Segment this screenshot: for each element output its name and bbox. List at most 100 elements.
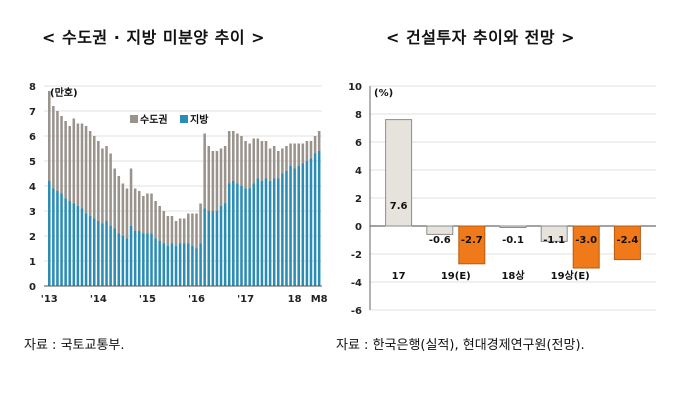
bar-metro xyxy=(182,218,186,244)
bar-metro xyxy=(293,143,296,169)
bar-local xyxy=(121,236,125,286)
bar-local xyxy=(260,181,264,286)
bar-metro xyxy=(264,141,268,179)
left-y-tick: 6 xyxy=(29,132,36,143)
bar-metro xyxy=(117,176,121,234)
bar-local xyxy=(142,233,145,286)
bar-local xyxy=(60,193,63,286)
bar-value-label: -2.4 xyxy=(616,235,638,246)
bar-metro xyxy=(125,188,129,239)
bar-local xyxy=(178,243,182,286)
investment-bar xyxy=(458,225,486,265)
right-y-tick: 8 xyxy=(355,110,362,121)
left-x-tick: '15 xyxy=(139,294,156,305)
bar-value-label: -0.6 xyxy=(429,235,451,246)
left-y-tick: 7 xyxy=(29,107,36,118)
bar-metro xyxy=(289,143,292,166)
bar-metro xyxy=(52,106,55,189)
bar-local xyxy=(317,151,321,286)
bar-local xyxy=(285,171,288,286)
bar-local xyxy=(215,211,219,286)
bar-local xyxy=(268,181,272,286)
bar-local xyxy=(281,173,284,286)
right-source: 자료 : 한국은행(실적), 현대경제연구원(전망). xyxy=(336,338,585,353)
bar-metro xyxy=(80,123,84,209)
bar-local xyxy=(109,226,112,286)
bar-metro xyxy=(211,151,215,211)
bar-metro xyxy=(113,168,116,229)
bar-local xyxy=(252,183,256,286)
bar-local xyxy=(293,168,296,286)
bar-metro xyxy=(305,141,309,161)
bar-local xyxy=(105,221,108,286)
bar-local xyxy=(64,198,67,286)
bar-metro xyxy=(105,146,108,221)
bar-local xyxy=(264,178,268,286)
bar-metro xyxy=(219,148,223,206)
bar-local xyxy=(72,203,76,286)
bar-metro xyxy=(178,218,182,244)
bar-metro xyxy=(174,221,178,246)
legend-metro-label: 수도권 xyxy=(140,114,168,126)
bar-local xyxy=(240,186,243,286)
bar-metro xyxy=(223,146,227,204)
left-x-tick: M8 xyxy=(311,294,328,305)
bar-metro xyxy=(260,141,264,181)
left-y-tick: 0 xyxy=(29,282,36,293)
right-y-tick: 4 xyxy=(355,166,362,177)
right-category-label: 17 xyxy=(392,271,406,282)
bar-local xyxy=(76,206,80,286)
bar-metro xyxy=(232,131,235,181)
bar-local xyxy=(305,161,309,286)
right-y-tick: -2 xyxy=(351,250,362,261)
bar-metro xyxy=(101,148,104,224)
bar-metro xyxy=(137,191,141,231)
bar-metro xyxy=(317,131,321,151)
bar-local xyxy=(146,233,149,286)
legend-local-label: 지방 xyxy=(190,113,209,126)
bar-metro xyxy=(162,211,166,244)
bar-value-label: -3.0 xyxy=(575,235,597,246)
bar-local xyxy=(117,233,121,286)
bar-metro xyxy=(272,146,276,179)
bar-local xyxy=(162,243,166,286)
right-y-tick: 10 xyxy=(348,82,362,93)
left-y-tick: 8 xyxy=(29,82,36,93)
bar-local xyxy=(256,178,260,286)
right-category-label: 19상(E) xyxy=(551,269,590,282)
bar-metro xyxy=(215,151,219,211)
bar-local xyxy=(207,211,211,286)
bar-local xyxy=(313,153,317,286)
bar-metro xyxy=(72,118,76,204)
bar-local xyxy=(289,166,292,286)
investment-bar xyxy=(540,225,568,242)
bar-local xyxy=(84,213,88,286)
bar-local xyxy=(48,181,51,286)
bar-metro xyxy=(158,206,161,241)
right-y-tick: 0 xyxy=(355,222,362,233)
bar-local xyxy=(101,223,104,286)
bar-metro xyxy=(121,183,125,236)
left-y-unit: (만호) xyxy=(50,86,78,99)
bar-local xyxy=(211,211,215,286)
investment-bar xyxy=(613,225,641,261)
bar-metro xyxy=(240,136,243,186)
bar-local xyxy=(158,241,161,286)
bar-local xyxy=(125,238,129,286)
right-category-label: 18상 xyxy=(501,269,525,282)
bar-metro xyxy=(248,143,251,189)
investment-bar xyxy=(572,225,600,269)
bar-local xyxy=(244,188,247,286)
bar-metro xyxy=(191,213,194,246)
right-category-label: 19(E) xyxy=(441,271,471,282)
bar-metro xyxy=(297,143,300,166)
bar-local xyxy=(199,243,202,286)
left-y-tick: 4 xyxy=(29,182,36,193)
bar-metro xyxy=(301,143,305,164)
bar-local xyxy=(232,181,235,286)
bar-value-label: -2.7 xyxy=(461,235,483,246)
left-x-tick: '14 xyxy=(90,294,107,305)
right-y-tick: -6 xyxy=(351,306,362,317)
bar-local xyxy=(154,238,157,286)
bar-local xyxy=(166,246,170,286)
